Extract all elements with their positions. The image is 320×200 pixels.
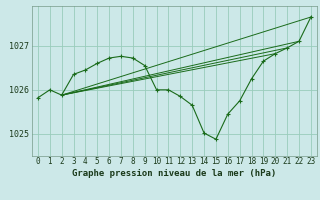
X-axis label: Graphe pression niveau de la mer (hPa): Graphe pression niveau de la mer (hPa)	[72, 169, 276, 178]
